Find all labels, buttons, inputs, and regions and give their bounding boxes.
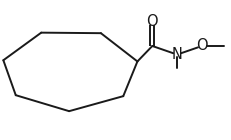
Text: O: O: [146, 14, 158, 29]
Text: O: O: [195, 38, 207, 53]
Text: N: N: [171, 47, 182, 62]
